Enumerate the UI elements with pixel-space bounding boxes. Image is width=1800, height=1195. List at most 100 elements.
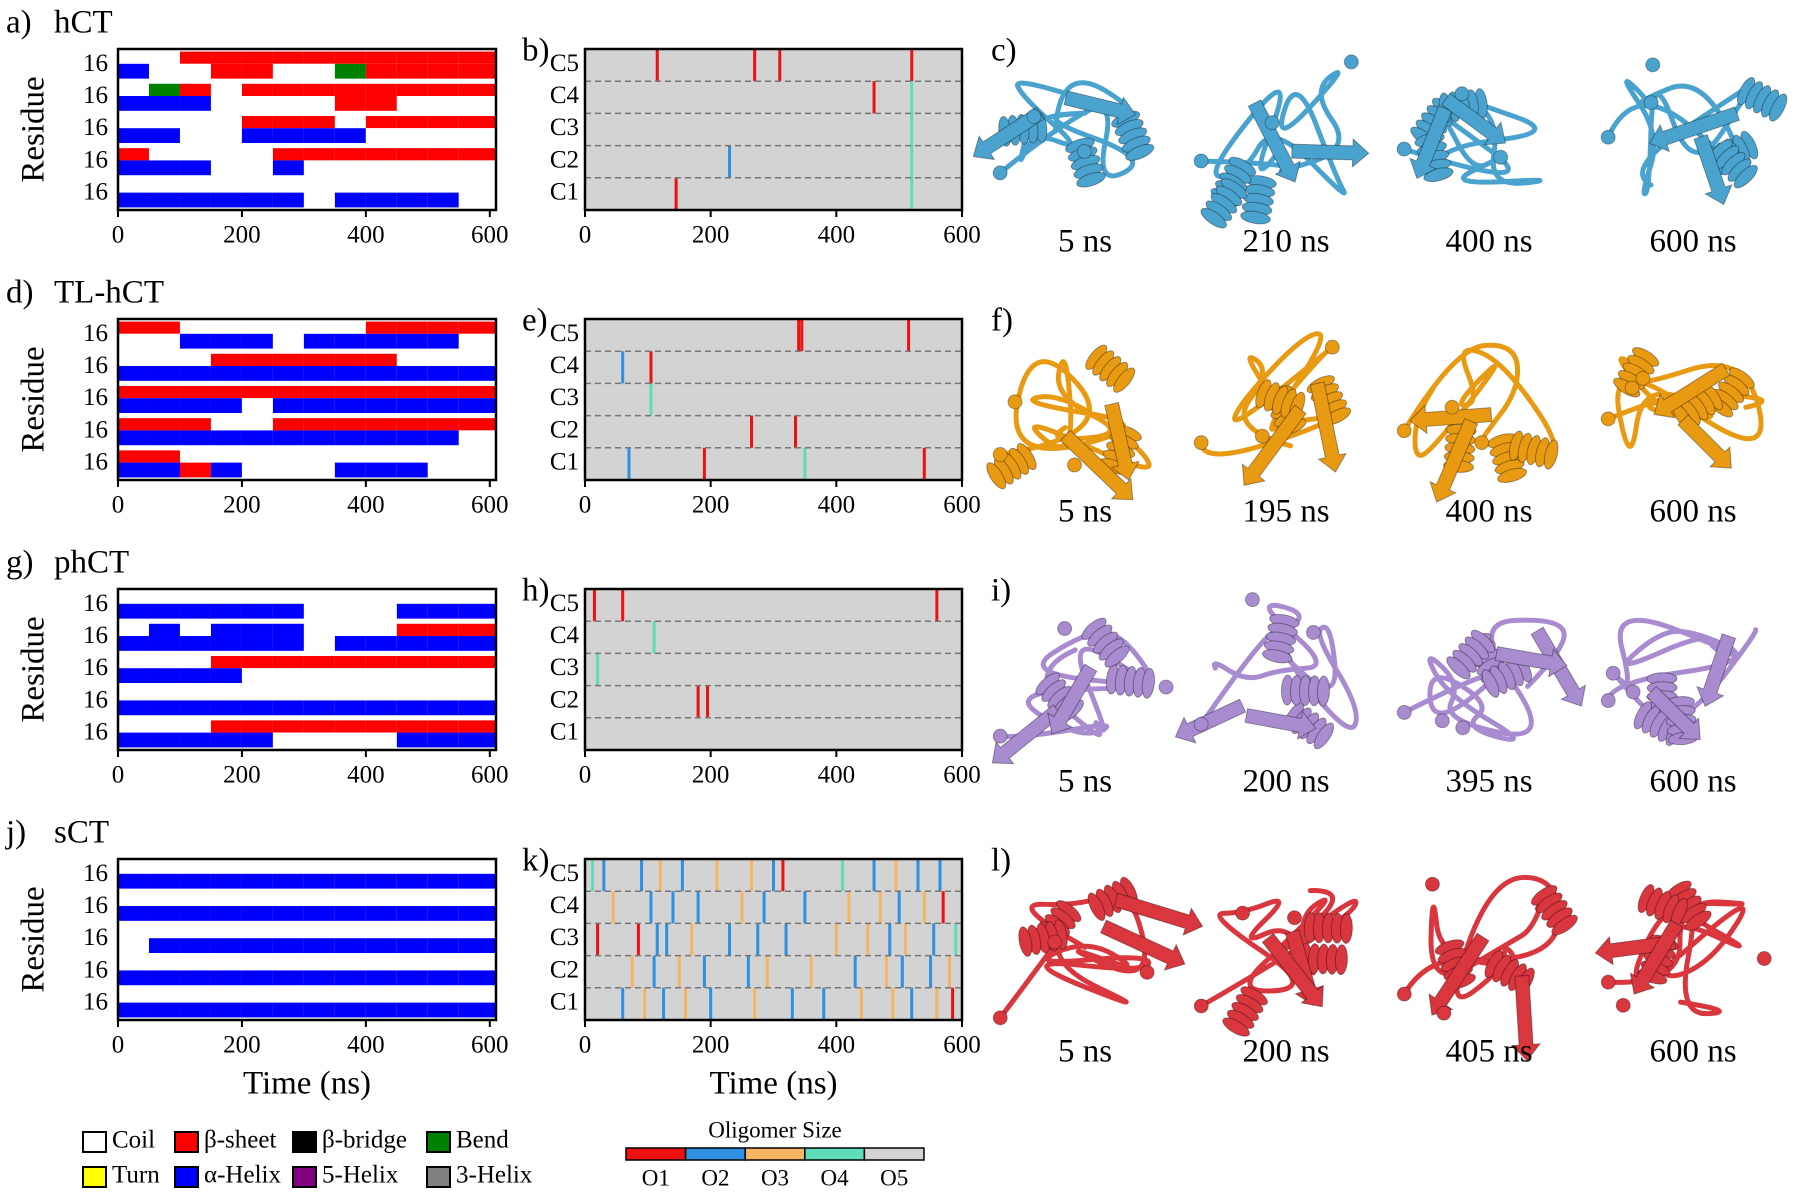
dssp-cell	[118, 366, 149, 381]
dssp-cell	[365, 385, 397, 399]
terminus-ball	[1454, 86, 1470, 102]
beta-strand	[1113, 892, 1204, 936]
panel-label: i)	[991, 573, 1011, 609]
dssp-cell	[210, 96, 242, 111]
terminus-ball	[1424, 876, 1440, 892]
dssp-cell	[303, 655, 335, 669]
dssp-cell	[118, 958, 149, 971]
x-tick-label: 200	[223, 492, 261, 519]
dssp-cell	[272, 333, 304, 349]
helix-turn	[1200, 207, 1228, 229]
dssp-cell	[365, 96, 397, 111]
helix-turn	[1261, 649, 1293, 664]
dssp-cell	[118, 623, 149, 637]
dssp-cell	[303, 623, 335, 637]
helix-turn	[1497, 467, 1528, 484]
dssp-cell	[334, 180, 366, 193]
y-tick-label: 16	[83, 82, 108, 109]
dssp-cell	[396, 591, 428, 604]
dssp-cell	[241, 623, 273, 637]
dssp-cell	[334, 160, 366, 176]
dssp-cell	[210, 450, 242, 463]
y-tick-label: C1	[550, 449, 579, 476]
terminus-ball	[1193, 435, 1209, 451]
dssp-cell	[148, 1002, 180, 1018]
x-tick-label: 600	[471, 1032, 509, 1059]
y-tick-label: C5	[550, 590, 579, 617]
dssp-cell	[458, 906, 496, 921]
dssp-cell	[396, 861, 428, 874]
dssp-cell	[118, 148, 149, 161]
dssp-cell	[210, 732, 242, 748]
helix-turn	[1339, 912, 1353, 944]
y-tick-label: 16	[83, 384, 108, 411]
dssp-cell	[148, 970, 180, 986]
x-tick-label: 0	[112, 492, 125, 519]
legend-swatch	[863, 1147, 925, 1161]
dssp-cell	[179, 96, 211, 111]
dssp-cell	[179, 688, 211, 701]
legend-label: O2	[701, 1165, 729, 1190]
terminus-ball	[992, 447, 1008, 463]
dssp-cell	[179, 462, 211, 478]
dssp-cell	[396, 83, 428, 97]
dssp-cell	[334, 51, 366, 64]
dssp-cell	[210, 333, 242, 349]
dssp-cell	[210, 128, 242, 144]
protein-structure	[972, 80, 1155, 188]
coil	[1401, 617, 1567, 742]
x-tick-label: 600	[471, 222, 509, 249]
dssp-cell	[427, 192, 459, 208]
dssp-cell	[118, 128, 149, 144]
dssp-cell	[396, 688, 428, 701]
dssp-cell	[118, 450, 149, 463]
protein-structure	[1600, 617, 1759, 747]
dssp-cell	[118, 353, 149, 367]
dssp-cell	[396, 63, 428, 79]
dssp-cell	[303, 366, 335, 381]
dssp-cell	[365, 333, 397, 349]
dssp-cell	[365, 1002, 397, 1018]
dssp-cell	[118, 668, 149, 684]
protein-structure	[1600, 347, 1765, 469]
dssp-cell	[179, 321, 211, 334]
y-tick-label: C2	[550, 956, 579, 983]
dssp-cell	[210, 83, 242, 97]
dssp-cell	[303, 83, 335, 97]
dssp-cell	[241, 636, 273, 651]
dssp-cell	[365, 462, 397, 478]
dssp-cell	[272, 1002, 304, 1018]
dssp-cell	[118, 603, 149, 619]
dssp-cell	[272, 430, 304, 446]
dssp-cell	[210, 462, 242, 478]
dssp-cell	[118, 873, 149, 889]
helix-turn	[1141, 667, 1156, 699]
dssp-cell	[303, 353, 335, 367]
dssp-cell	[427, 96, 459, 111]
dssp-cell	[118, 700, 149, 716]
dssp-cell	[458, 148, 496, 161]
dssp-cell	[148, 160, 180, 176]
dssp-cell	[396, 160, 428, 176]
x-tick-label: 200	[692, 762, 730, 789]
dssp-cell	[272, 192, 304, 208]
dssp-cell	[210, 398, 242, 414]
protein-structure	[1594, 880, 1772, 1017]
dssp-cell	[148, 366, 180, 381]
dssp-cell	[303, 398, 335, 414]
dssp-cell	[118, 96, 149, 111]
dssp-cell	[303, 115, 335, 129]
dssp-cell	[272, 148, 304, 161]
dssp-cell	[458, 96, 496, 111]
dssp-cell	[427, 732, 459, 748]
protein-structure	[1396, 86, 1543, 186]
dssp-cell	[118, 385, 149, 399]
dssp-cell	[241, 861, 273, 874]
dssp-cell	[334, 873, 366, 889]
dssp-cell	[334, 1002, 366, 1018]
dssp-cell	[303, 970, 335, 986]
terminus-ball	[1600, 129, 1616, 145]
x-tick-label: 400	[818, 762, 856, 789]
dssp-cell	[179, 51, 211, 64]
dssp-cell	[365, 970, 397, 986]
